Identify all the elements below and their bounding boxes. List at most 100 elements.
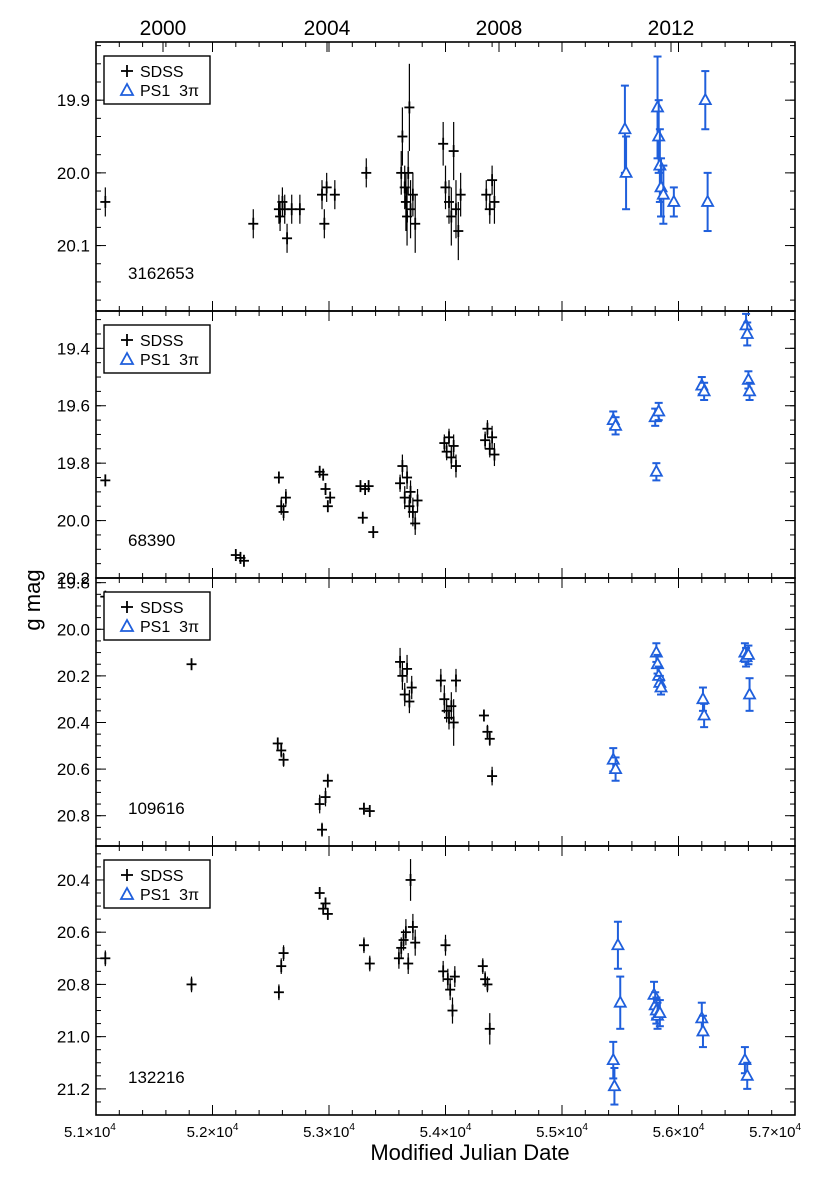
sdss-point (279, 194, 290, 224)
ps1-point (742, 677, 757, 712)
sdss-point (238, 554, 249, 567)
y-tick-label: 21.2 (57, 1080, 90, 1099)
y-tick-label: 19.9 (57, 91, 90, 110)
ps1-point (608, 416, 623, 436)
sdss-point (455, 172, 466, 217)
ps1-marker (606, 1052, 621, 1066)
sdss-point (363, 480, 374, 493)
ps1-point (613, 975, 628, 1030)
y-axis-label: g mag (20, 569, 45, 630)
sdss-point (357, 511, 368, 524)
y-tick-label: 20.8 (57, 975, 90, 994)
y-tick-label: 19.8 (57, 454, 90, 473)
x-tick-label: 5.7×104 (749, 1122, 801, 1141)
object-id-label: 68390 (128, 531, 175, 550)
y-tick-label: 20.2 (57, 569, 90, 588)
sdss-point (447, 997, 458, 1024)
x-tick-exponent: 4 (699, 1122, 705, 1133)
sdss-point (405, 859, 416, 901)
legend-box (103, 859, 211, 909)
ps1-marker (741, 372, 756, 385)
ps1-point (697, 381, 712, 401)
sdss-point (395, 647, 406, 676)
sdss-point (319, 209, 330, 239)
sdss-point (230, 549, 241, 562)
ps1-point (610, 920, 625, 970)
y-tick-label: 20.4 (57, 871, 90, 890)
sdss-point (489, 443, 500, 467)
y-tick-label: 21.0 (57, 1028, 90, 1047)
x-tick-label: 5.1×104 (64, 1122, 116, 1141)
ps1-point (619, 135, 634, 211)
sdss-point (325, 491, 336, 504)
sdss-point (446, 187, 457, 246)
ps1-marker (742, 383, 757, 397)
ps1-marker (608, 761, 623, 774)
data-points (100, 312, 757, 567)
sdss-point (276, 958, 287, 974)
ps1-point (606, 1040, 621, 1080)
legend-box (103, 591, 211, 641)
sdss-point (186, 658, 197, 671)
legend-ps1-marker (119, 618, 135, 632)
top-year-label: 2008 (476, 17, 523, 40)
sdss-point (364, 805, 375, 818)
y-tick-label: 20.1 (57, 237, 90, 256)
ps1-marker (740, 1067, 755, 1081)
sdss-point (318, 468, 329, 481)
sdss-point (277, 187, 288, 217)
sdss-point (320, 897, 331, 910)
legend-sdss-label: SDSS (140, 333, 184, 350)
ps1-marker (647, 986, 662, 1000)
ps1-point (698, 70, 713, 131)
sdss-point (484, 194, 495, 224)
ps1-marker (654, 679, 669, 693)
x-tick-label: 5.6×104 (653, 1122, 705, 1141)
sdss-point (405, 480, 416, 504)
legend-ps1-marker (119, 886, 135, 900)
panel-3162653: 19.9 20.0 20.1 SDSS PS1 3π 3162653 (57, 41, 796, 312)
ps1-marker (700, 194, 715, 207)
ps1-marker (606, 751, 621, 765)
sdss-point (329, 180, 340, 210)
sdss-point (397, 107, 408, 166)
sdss-point (278, 752, 289, 767)
ps1-marker (740, 326, 755, 339)
sdss-point (320, 483, 331, 495)
object-id-label: 3162653 (128, 264, 194, 283)
y-tick-label: 20.0 (57, 620, 90, 639)
ps1-marker (649, 463, 664, 477)
sdss-point (314, 794, 325, 814)
object-id-label: 109616 (128, 799, 185, 818)
ps1-marker (608, 417, 623, 431)
x-tick-exponent: 4 (795, 1122, 801, 1133)
y-tick-label: 20.6 (57, 760, 90, 779)
sdss-point (487, 766, 498, 786)
y-tick-label: 20.2 (57, 667, 90, 686)
sdss-point (407, 172, 418, 217)
ps1-point (617, 84, 632, 174)
sdss-point (443, 428, 454, 446)
ps1-marker (695, 691, 710, 705)
sdss-point (410, 194, 421, 253)
sdss-point (393, 947, 404, 969)
sdss-point (438, 121, 449, 166)
sdss-point (450, 180, 461, 239)
x-tick-exponent: 4 (110, 1122, 116, 1133)
panel-109616: 19.8 20.0 20.2 20.4 20.6 20.8 SDSS PS1 3π 109616 (57, 574, 796, 847)
y-tick-label: 20.4 (57, 713, 90, 732)
sdss-point (441, 699, 452, 723)
x-tick-label: 5.4×104 (420, 1122, 472, 1141)
sdss-point (100, 187, 111, 217)
ps1-marker (742, 686, 757, 700)
sdss-point (248, 209, 259, 239)
sdss-point (440, 934, 451, 956)
sdss-point (317, 180, 328, 210)
legend-box (103, 324, 211, 374)
sdss-point (435, 668, 446, 693)
sdss-point (368, 526, 379, 539)
ps1-point (656, 164, 671, 225)
top-year-label: 2000 (140, 17, 187, 40)
x-axis-label: Modified Julian Date (370, 1140, 569, 1165)
